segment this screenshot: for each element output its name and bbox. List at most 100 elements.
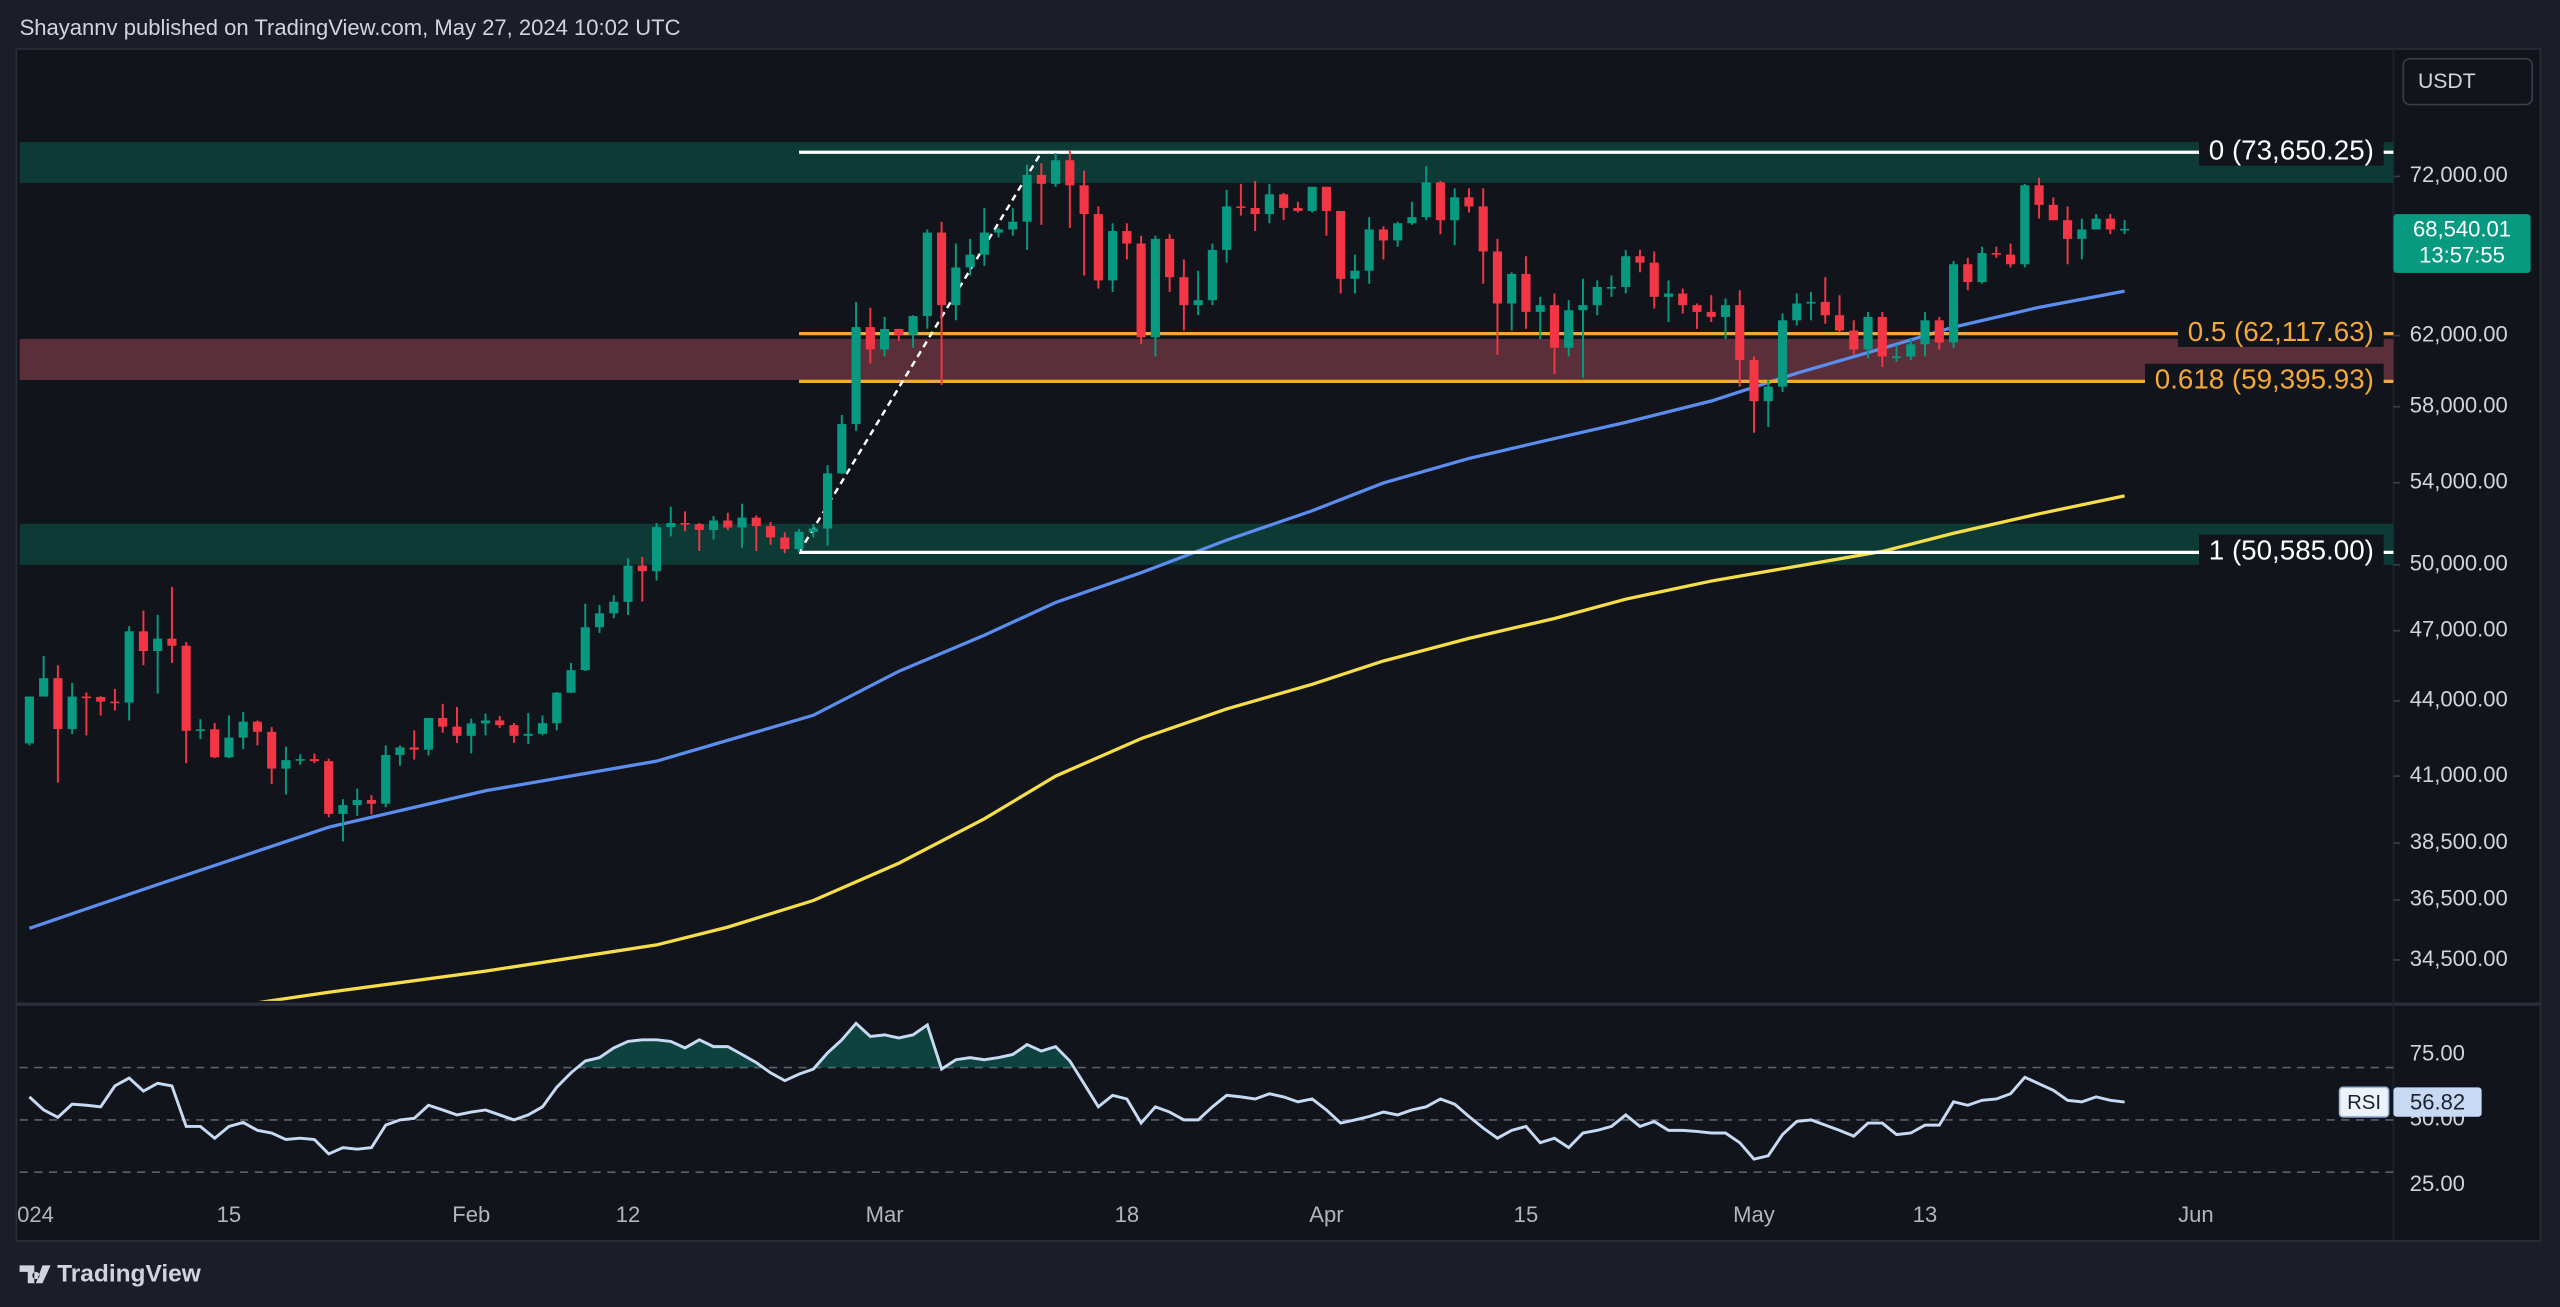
currency-button[interactable]	[2402, 57, 2534, 106]
candle-body	[979, 232, 989, 255]
rsi-name: RSI	[2347, 1092, 2381, 1114]
candle-body	[1578, 305, 1588, 311]
publisher-line: Shayannv published on TradingView.com, M…	[20, 15, 681, 40]
countdown-label: 13:57:55	[2419, 242, 2505, 267]
candle-body	[1977, 253, 1987, 283]
moving-averages	[28, 289, 2125, 1001]
candle-body	[1293, 207, 1303, 211]
rsi-tick-label: 25.00	[2410, 1171, 2465, 1196]
candle-body	[737, 517, 747, 528]
candle-body	[438, 717, 448, 727]
y-tick-label: 47,000.00	[2410, 616, 2508, 641]
candle-body	[1093, 214, 1103, 281]
last-price-box	[2393, 214, 2531, 273]
candle-body	[1421, 182, 1431, 218]
candle-body	[1820, 301, 1830, 316]
candle-body	[195, 729, 205, 731]
candle-body	[1108, 231, 1118, 281]
candle-body	[1849, 330, 1859, 350]
candle-body	[1991, 253, 2001, 255]
candle-body	[1165, 238, 1175, 278]
candle-body	[252, 721, 263, 732]
candle-body	[423, 717, 434, 750]
fibonacci	[798, 150, 2394, 554]
candle-body	[708, 520, 719, 530]
candle-body	[1393, 223, 1403, 241]
candle-body	[1051, 160, 1061, 184]
candle-body	[1906, 344, 1916, 357]
candle-body	[1792, 303, 1802, 321]
candle-body	[994, 229, 1004, 233]
fib-level-label: 0.618 (59,395.93)	[2155, 364, 2374, 395]
candle-body	[666, 522, 676, 528]
candle-body	[1535, 305, 1545, 312]
x-tick-label: Mar	[866, 1202, 904, 1227]
candle-body	[67, 696, 77, 730]
candle-body	[965, 254, 975, 268]
y-tick-label: 62,000.00	[2410, 321, 2508, 346]
candle-body	[1963, 264, 1973, 283]
candle-body	[1948, 264, 1959, 343]
x-tick-label: 15	[217, 1202, 242, 1227]
candle-body	[281, 760, 291, 769]
candle-body	[1321, 186, 1331, 211]
candle-body	[1336, 210, 1346, 279]
candle-body	[523, 733, 533, 736]
candle-body	[1720, 305, 1731, 317]
candle-body	[81, 696, 91, 699]
candle-body	[723, 520, 733, 528]
candle-body	[765, 526, 776, 538]
candle-body	[680, 522, 690, 525]
candle-body	[937, 232, 947, 306]
fib-label-background	[2199, 134, 2384, 166]
candle-body	[1635, 256, 1645, 263]
candle-body	[1008, 221, 1018, 230]
candle-body	[822, 473, 833, 529]
candle-body	[110, 701, 120, 704]
candle-body	[2020, 185, 2030, 265]
candle-body	[1735, 305, 1745, 360]
rsi-line	[28, 1021, 2125, 1161]
candle-body	[2105, 218, 2115, 230]
y-tick-label: 58,000.00	[2410, 393, 2508, 418]
x-tick-label: 18	[1115, 1202, 1140, 1227]
candle-body	[1250, 207, 1260, 215]
fib-level-label: 0.5 (62,117.63)	[2188, 316, 2374, 347]
candle-body	[1193, 300, 1203, 306]
currency-label: USDT	[2418, 70, 2476, 93]
rsi-tick-label: 75.00	[2410, 1040, 2465, 1065]
candle-body	[267, 731, 277, 769]
candle-body	[1877, 316, 1887, 357]
fibonacci-labels: 0 (73,650.25) 0.5 (62,117.63) 0.618 (59,39…	[2144, 134, 2384, 566]
y-tick-label: 41,000.00	[2410, 762, 2508, 787]
candle-body	[1521, 273, 1531, 312]
candle-body	[466, 723, 476, 736]
candle-body	[2005, 254, 2016, 265]
candle-body	[309, 759, 320, 762]
x-tick-label: Feb	[452, 1202, 490, 1227]
candle-body	[894, 328, 904, 335]
y-tick-label: 50,000.00	[2410, 551, 2508, 576]
candle-body	[623, 565, 633, 602]
zone	[19, 338, 2394, 381]
candle-body	[694, 524, 704, 530]
moving-average-line	[259, 494, 2125, 1001]
fib-label-background	[2199, 534, 2384, 566]
candle-body	[794, 531, 804, 550]
y-tick-label: 34,500.00	[2410, 946, 2508, 971]
candle-body	[594, 613, 605, 628]
candle-body	[181, 645, 191, 731]
candle-body	[751, 517, 761, 527]
candle-body	[1649, 262, 1659, 297]
fib-level-label: 1 (50,585.00)	[2209, 535, 2374, 566]
candle-body	[381, 755, 391, 804]
candle-body	[1777, 320, 1788, 387]
candle-body	[1934, 320, 1944, 343]
candle-body	[2091, 218, 2101, 230]
candle-body	[1621, 256, 1631, 287]
candle-body	[1136, 243, 1146, 338]
candle-body	[780, 537, 790, 550]
zone	[19, 523, 2394, 565]
